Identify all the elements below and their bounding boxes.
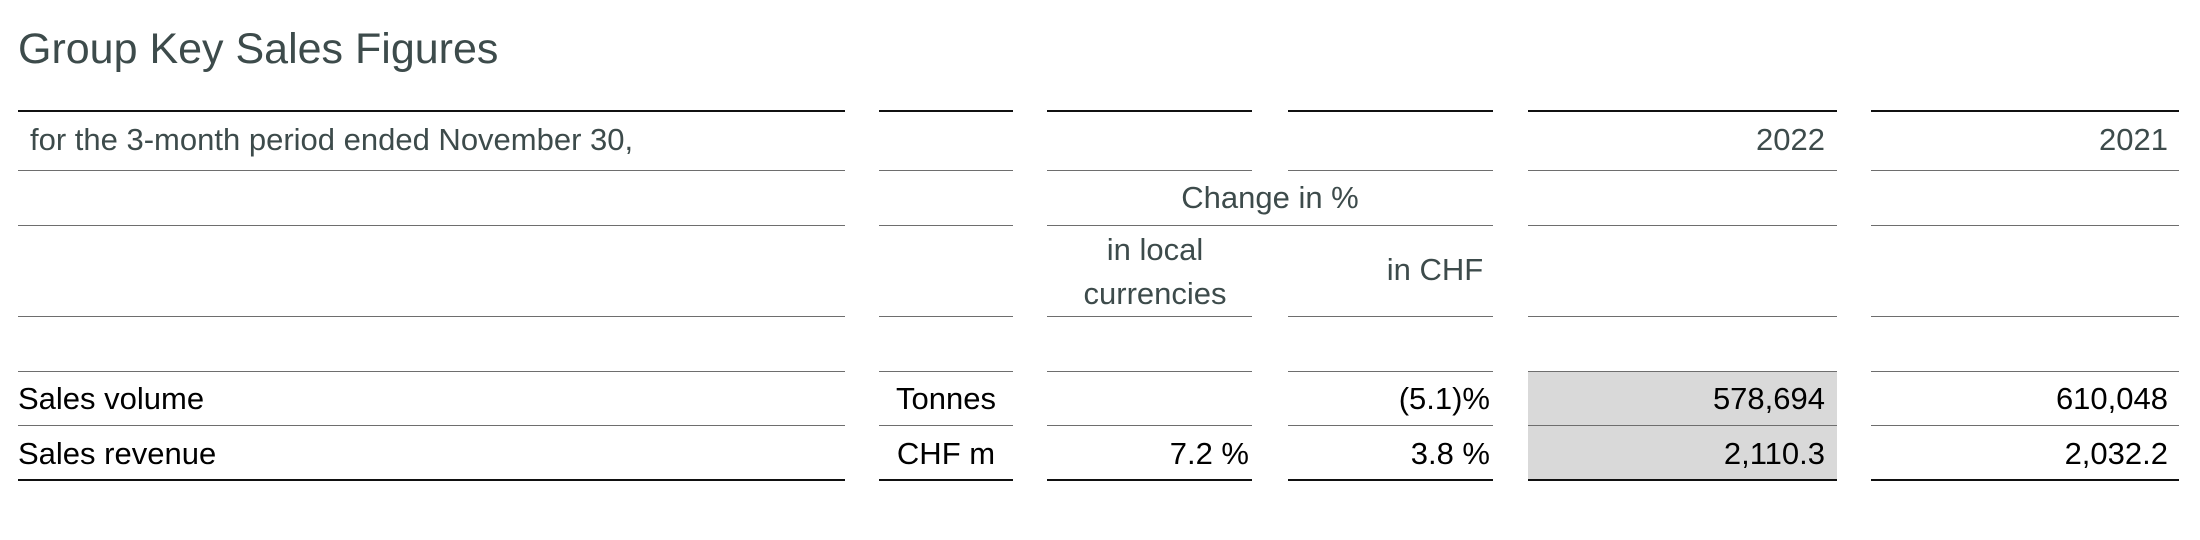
rule <box>1047 371 1252 372</box>
rule <box>18 425 845 426</box>
rule <box>1871 110 2179 112</box>
rule <box>1871 425 2179 426</box>
rule <box>1047 225 1493 226</box>
rule <box>879 225 1013 226</box>
rule <box>1871 371 2179 372</box>
rule <box>1528 170 1837 171</box>
rule <box>18 170 845 171</box>
title: Group Key Sales Figures <box>18 25 499 73</box>
rule <box>879 316 1013 317</box>
rule <box>879 479 1013 481</box>
rule <box>1288 371 1493 372</box>
rule <box>1047 170 1252 171</box>
rule <box>1871 316 2179 317</box>
rule <box>18 316 845 317</box>
rule <box>1288 110 1493 112</box>
rule <box>1288 316 1493 317</box>
rule <box>1047 110 1252 112</box>
change-chf: 3.8 % <box>1410 436 1490 471</box>
rule <box>879 425 1013 426</box>
rule <box>1288 170 1493 171</box>
change-column-header: in CHF <box>1386 252 1484 287</box>
row-label: Sales revenue <box>18 436 217 471</box>
change-header: Change in % <box>1181 180 1359 215</box>
unit: CHF m <box>896 436 996 471</box>
rule <box>879 170 1013 171</box>
value-2021: 610,048 <box>2055 381 2168 416</box>
rule <box>1047 316 1252 317</box>
rule <box>1288 425 1493 426</box>
year-header: 2021 <box>2099 122 2168 157</box>
rule <box>1288 479 1493 481</box>
rule <box>1871 225 2179 226</box>
value-2021: 2,032.2 <box>2064 436 2168 471</box>
rule <box>1528 225 1837 226</box>
rule <box>1528 371 1837 372</box>
rule <box>18 371 845 372</box>
row-label: Sales volume <box>18 381 205 416</box>
rule <box>1528 425 1837 426</box>
value-2022: 578,694 <box>1712 381 1825 416</box>
change-column-header: in local currencies <box>1083 232 1227 311</box>
value-2022: 2,110.3 <box>1723 436 1825 471</box>
unit: Tonnes <box>896 381 996 416</box>
rule <box>18 225 845 226</box>
change-chf: (5.1)% <box>1398 381 1490 416</box>
change-local: 7.2 % <box>1169 436 1249 471</box>
rule <box>1528 479 1837 481</box>
rule <box>1047 479 1252 481</box>
rule <box>18 110 845 112</box>
period-label: for the 3-month period ended November 30… <box>30 122 634 157</box>
rule <box>1047 425 1252 426</box>
rule <box>1871 479 2179 481</box>
rule <box>879 110 1013 112</box>
rule <box>1871 170 2179 171</box>
rule <box>18 479 845 481</box>
rule <box>879 371 1013 372</box>
year-header: 2022 <box>1756 122 1825 157</box>
rule <box>1528 110 1837 112</box>
rule <box>1528 316 1837 317</box>
